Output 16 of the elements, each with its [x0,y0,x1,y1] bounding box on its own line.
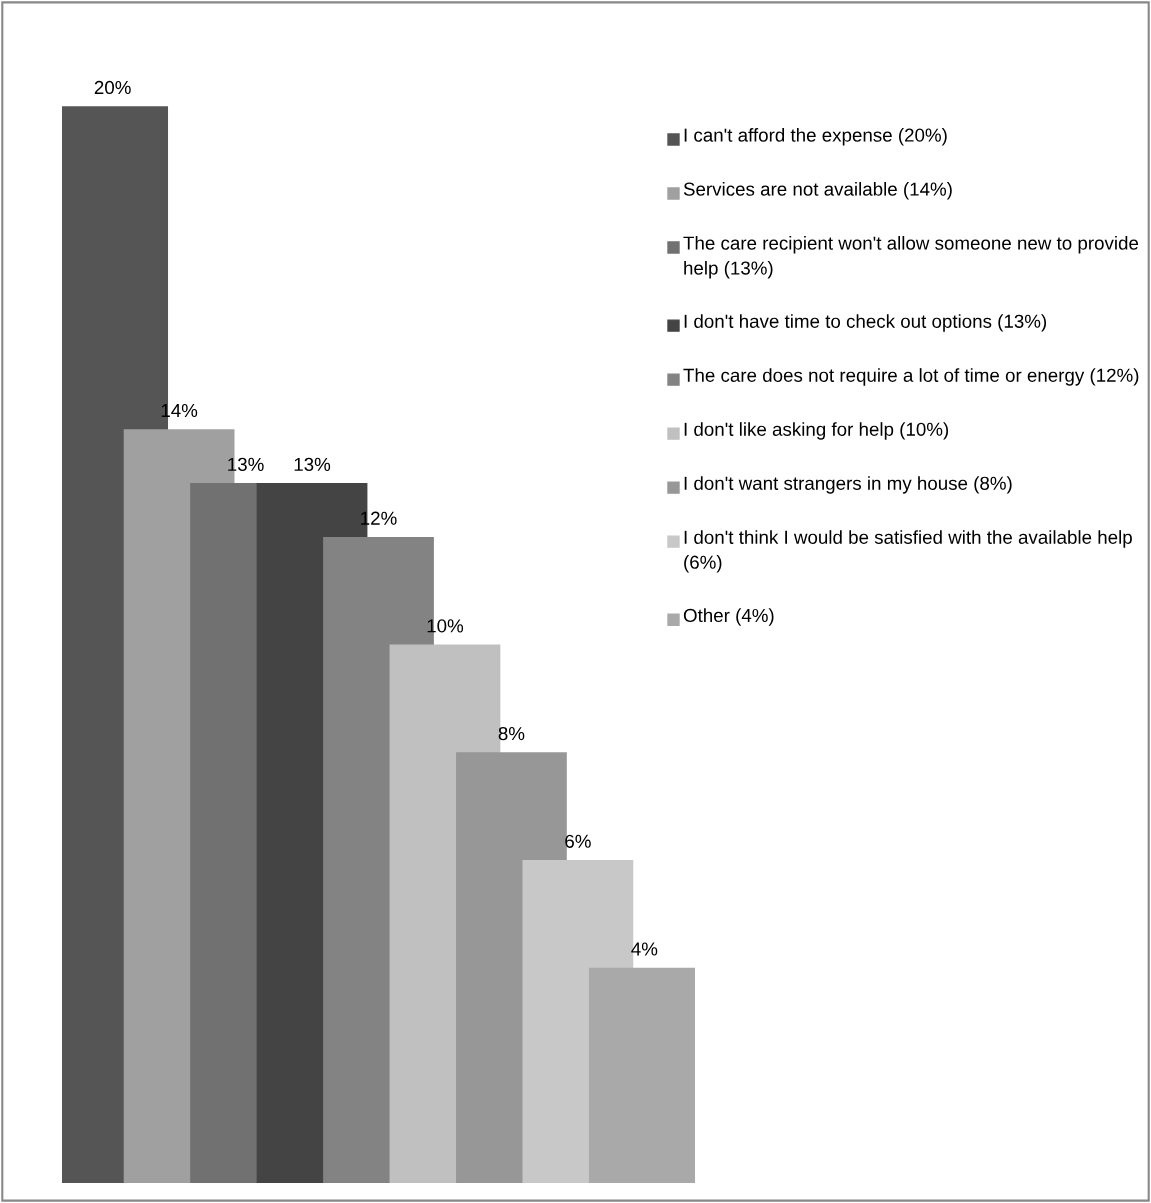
legend-label: I don't like asking for help (10%) [684,422,949,440]
data-label: 8% [498,726,525,741]
data-label: 13% [228,457,264,472]
data-label: 10% [427,619,464,633]
legend-label: Other (4%) [683,608,774,626]
data-label: 6% [565,834,591,848]
data-label: 20% [94,80,131,95]
data-label: 4% [631,942,658,956]
legend-label: I can't afford the expense (20%) [684,128,947,146]
legend-label: The care recipient won't allow someone new to provide help (13%) [683,236,1139,279]
legend-label: I don't think I would be satisfied with the available help (6%) [684,530,1132,573]
legend-label: I don't want strangers in my house (8%) [684,476,1012,494]
legend-label: The care does not require a lot of time or energy (12%) [683,368,1139,386]
data-label: 13% [294,457,331,472]
legend-label: Services are not available (14%) [683,182,952,200]
legend-label: I don't have time to check out options (13%) [684,314,1047,332]
